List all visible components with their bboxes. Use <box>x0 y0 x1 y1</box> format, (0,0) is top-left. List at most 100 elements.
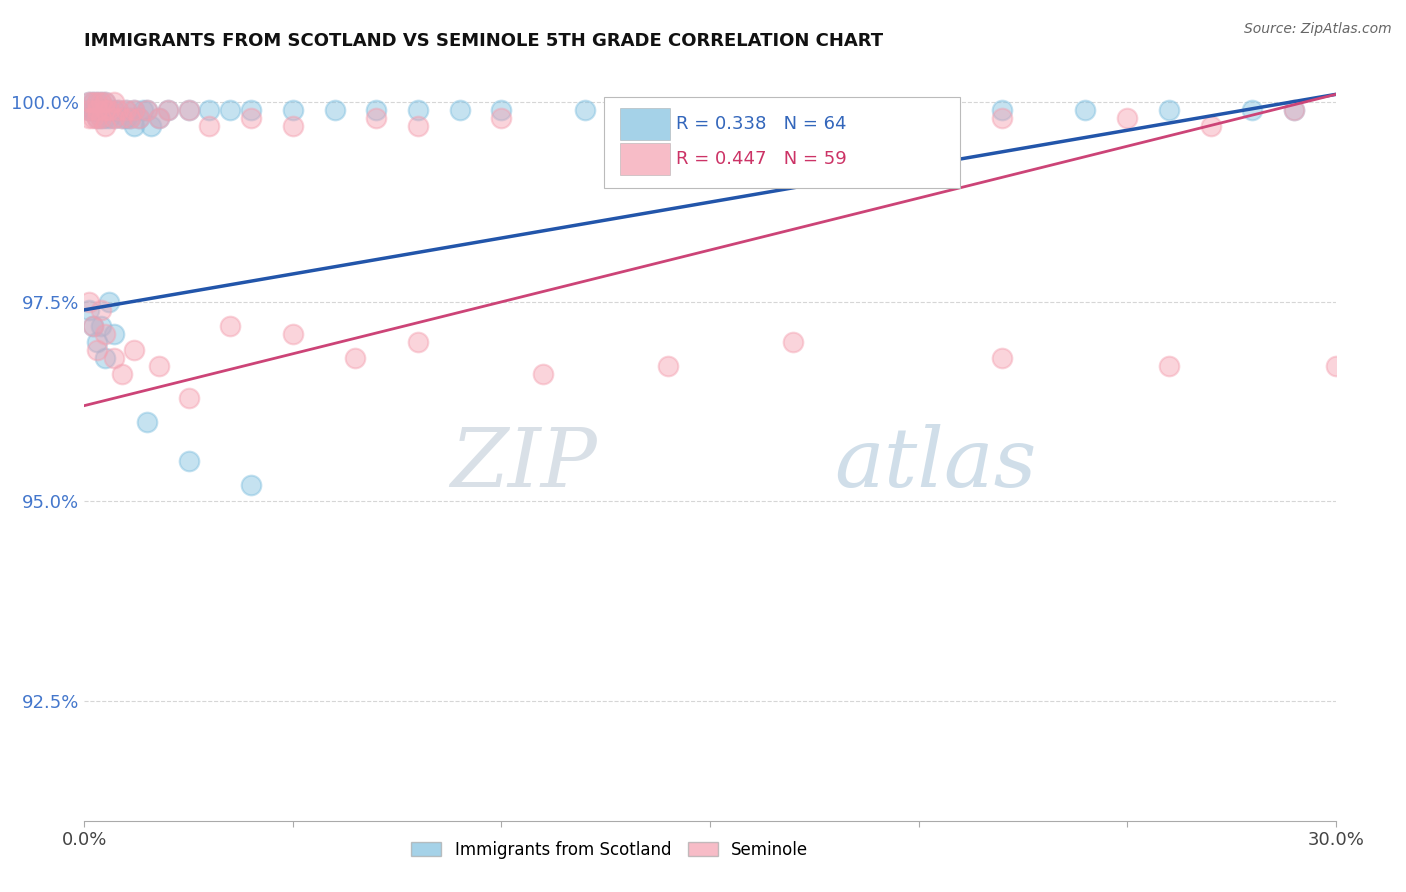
Point <box>86 103 108 118</box>
Point <box>77 103 100 118</box>
Point <box>98 294 121 309</box>
Text: IMMIGRANTS FROM SCOTLAND VS SEMINOLE 5TH GRADE CORRELATION CHART: IMMIGRANTS FROM SCOTLAND VS SEMINOLE 5TH… <box>84 32 883 50</box>
FancyBboxPatch shape <box>603 96 960 187</box>
Point <box>103 95 125 110</box>
Point <box>198 103 221 118</box>
Point <box>77 103 100 118</box>
Point <box>103 103 125 118</box>
Point <box>86 334 108 349</box>
Point <box>991 103 1014 118</box>
Point <box>90 318 112 333</box>
Point <box>82 103 104 118</box>
Point <box>86 103 108 118</box>
Point <box>94 95 117 110</box>
Point <box>107 103 129 118</box>
Point <box>907 103 929 118</box>
Point <box>77 103 100 118</box>
Point <box>86 112 108 126</box>
Point <box>115 112 138 126</box>
Point <box>824 103 846 118</box>
Text: R = 0.447   N = 59: R = 0.447 N = 59 <box>676 150 846 168</box>
Point <box>90 112 112 126</box>
Point <box>77 302 100 317</box>
Point <box>1116 112 1139 126</box>
FancyBboxPatch shape <box>620 108 671 140</box>
Point <box>98 103 121 118</box>
Point <box>128 112 150 126</box>
Point <box>103 326 125 341</box>
Point <box>77 294 100 309</box>
Point <box>406 334 429 349</box>
Point <box>94 112 117 126</box>
Point <box>86 103 108 118</box>
Point <box>344 351 367 365</box>
Point <box>406 103 429 118</box>
Point <box>491 103 513 118</box>
Point <box>148 359 170 373</box>
Point <box>94 351 117 365</box>
Point <box>94 103 117 118</box>
Text: Source: ZipAtlas.com: Source: ZipAtlas.com <box>1244 22 1392 37</box>
Point <box>132 103 155 118</box>
Point <box>657 103 679 118</box>
Point <box>103 112 125 126</box>
Point <box>406 120 429 134</box>
Point <box>90 112 112 126</box>
Point <box>240 103 263 118</box>
Text: R = 0.338   N = 64: R = 0.338 N = 64 <box>676 115 846 133</box>
Point <box>177 103 200 118</box>
Point <box>77 112 100 126</box>
Point <box>120 112 142 126</box>
Point <box>103 112 125 126</box>
Point <box>574 103 596 118</box>
FancyBboxPatch shape <box>620 143 671 175</box>
Point <box>616 120 638 134</box>
Point <box>94 326 117 341</box>
Point <box>148 112 170 126</box>
Text: atlas: atlas <box>834 425 1036 504</box>
Point <box>107 103 129 118</box>
Point <box>281 120 304 134</box>
Point <box>156 103 179 118</box>
Point <box>240 478 263 492</box>
Point <box>90 302 112 317</box>
Point <box>82 103 104 118</box>
Point <box>198 120 221 134</box>
Point <box>139 120 162 134</box>
Point <box>148 112 170 126</box>
Point <box>240 112 263 126</box>
Point <box>86 95 108 110</box>
Point <box>1157 103 1180 118</box>
Point <box>82 95 104 110</box>
Point <box>86 343 108 357</box>
Point <box>156 103 179 118</box>
Point <box>86 112 108 126</box>
Point <box>281 103 304 118</box>
Text: ZIP: ZIP <box>450 425 598 504</box>
Point <box>128 112 150 126</box>
Point <box>782 334 804 349</box>
Point <box>124 120 146 134</box>
Point <box>991 112 1014 126</box>
Point <box>491 112 513 126</box>
Point <box>657 359 679 373</box>
Point <box>323 103 346 118</box>
Point <box>366 112 388 126</box>
Point <box>449 103 471 118</box>
Point <box>124 343 146 357</box>
Point <box>94 95 117 110</box>
Point <box>1282 103 1305 118</box>
Point <box>82 103 104 118</box>
Point <box>111 367 134 381</box>
Point <box>124 103 146 118</box>
Point <box>82 318 104 333</box>
Point <box>98 112 121 126</box>
Legend: Immigrants from Scotland, Seminole: Immigrants from Scotland, Seminole <box>405 834 815 865</box>
Point <box>219 318 242 333</box>
Point <box>120 112 142 126</box>
Point <box>77 95 100 110</box>
Point <box>366 103 388 118</box>
Point <box>991 351 1014 365</box>
Point <box>94 120 117 134</box>
Point <box>98 103 121 118</box>
